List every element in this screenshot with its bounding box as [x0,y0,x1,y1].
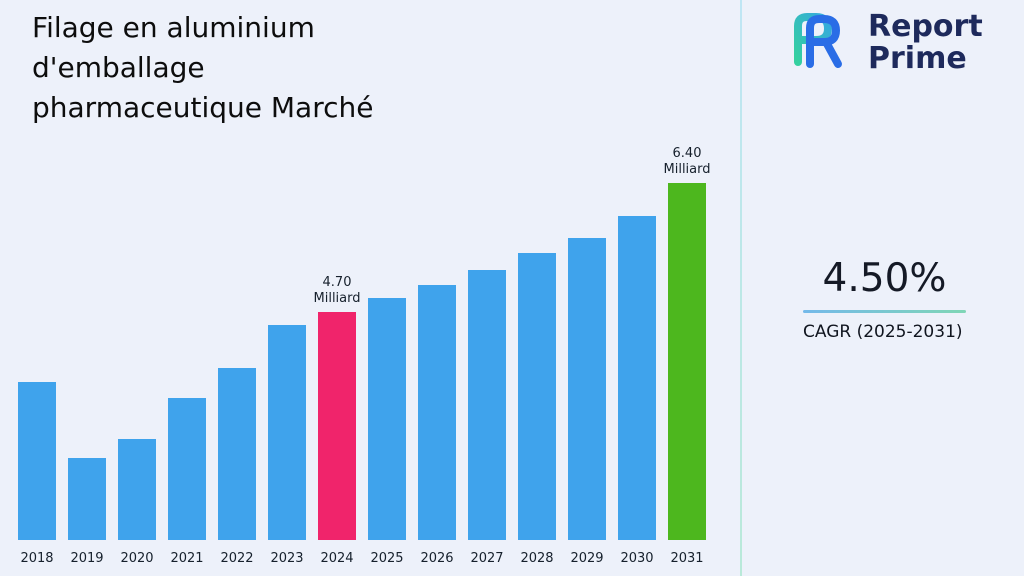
page-title: Filage en aluminium d'emballage pharmace… [32,11,374,124]
x-axis-label-2019: 2019 [70,551,104,566]
cagr-value: 4.50% [822,256,947,301]
bar-column-2027: 2027 [468,270,506,566]
bar-2024 [318,312,356,540]
bar-chart: 2018 2019 2020 2021 2022 2023 4.70 Milliard 202… [18,146,711,566]
x-axis-label-2029: 2029 [570,551,604,566]
brand-name-line1: Report [868,9,983,44]
bar-column-2030: 2030 [618,216,656,566]
bar-2026 [418,285,456,540]
bar-2020 [118,439,156,540]
bar-2029 [568,238,606,540]
cagr-caption: CAGR (2025-2031) [803,322,963,342]
bar-column-2021: 2021 [168,398,206,566]
bar-column-2019: 2019 [68,458,106,566]
bar-2019 [68,458,106,540]
x-axis-label-2021: 2021 [170,551,204,566]
x-axis-label-2023: 2023 [270,551,304,566]
bar-column-2029: 2029 [568,238,606,566]
bar-2028 [518,253,556,540]
brand-name-line2: Prime [868,41,967,76]
x-axis-label-2028: 2028 [520,551,554,566]
bar-2018 [18,382,56,540]
bar-2030 [618,216,656,540]
bar-2022 [218,368,256,540]
bar-2023 [268,325,306,540]
vertical-divider [740,0,742,576]
bar-2027 [468,270,506,540]
bar-column-2022: 2022 [218,368,256,566]
bar-2025 [368,298,406,540]
bar-column-2020: 2020 [118,439,156,566]
x-axis-label-2025: 2025 [370,551,404,566]
brand-name: Report Prime [868,11,983,75]
bar-column-2024: 4.70 Milliard 2024 [314,275,361,566]
bar-column-2018: 2018 [18,382,56,566]
report-prime-logo-icon [780,10,854,76]
bar-value-label-2024: 4.70 Milliard [313,275,361,306]
x-axis-label-2024: 2024 [320,551,354,566]
bar-column-2031: 6.40 Milliard 2031 [664,146,711,566]
bar-value-label-2031: 6.40 Milliard [663,146,711,177]
report-prime-brand: Report Prime [780,10,983,76]
x-axis-label-2031: 2031 [670,551,704,566]
cagr-stat: 4.50% CAGR (2025-2031) [803,256,966,342]
cagr-underline [803,310,966,313]
x-axis-label-2026: 2026 [420,551,454,566]
x-axis-label-2018: 2018 [20,551,54,566]
x-axis-label-2020: 2020 [120,551,154,566]
bar-column-2023: 2023 [268,325,306,566]
bar-column-2025: 2025 [368,298,406,566]
bar-2031 [668,183,706,540]
bar-2021 [168,398,206,540]
bar-column-2026: 2026 [418,285,456,566]
x-axis-label-2027: 2027 [470,551,504,566]
x-axis-label-2022: 2022 [220,551,254,566]
bar-column-2028: 2028 [518,253,556,566]
x-axis-label-2030: 2030 [620,551,654,566]
